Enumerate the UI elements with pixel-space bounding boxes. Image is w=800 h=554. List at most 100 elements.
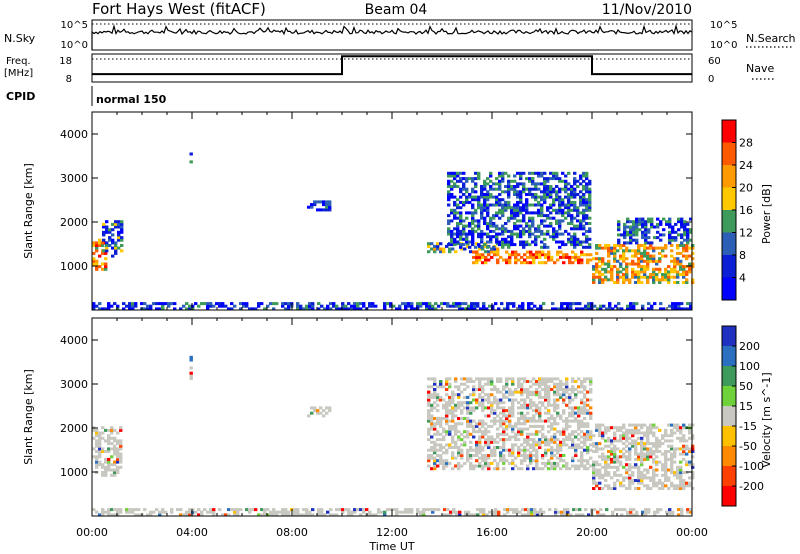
velocity-cell — [472, 467, 476, 471]
velocity-cell — [436, 393, 440, 397]
power-cell — [328, 203, 332, 207]
power-cell — [450, 229, 454, 233]
power-cell — [489, 187, 493, 191]
power-cell — [570, 222, 574, 225]
velocity-cell — [116, 508, 120, 512]
power-cell — [604, 262, 608, 266]
velocity-cell — [499, 456, 503, 460]
velocity-cell — [502, 446, 506, 449]
velocity-cell — [685, 447, 689, 451]
power-cell — [622, 273, 626, 276]
velocity-cell — [544, 382, 548, 386]
velocity-cell — [619, 481, 623, 485]
power-cell — [625, 262, 629, 266]
velocity-cell — [559, 393, 563, 397]
velocity-cell — [547, 459, 551, 463]
velocity-cell — [577, 385, 581, 389]
velocity-cell — [614, 508, 618, 512]
velocity-cell — [463, 382, 467, 386]
power-cell — [498, 185, 502, 188]
power-cell — [569, 307, 573, 311]
velocity-cell — [541, 440, 545, 444]
colorbar-frame — [721, 325, 737, 507]
velocity-cell — [514, 388, 518, 391]
velocity-cell — [622, 426, 626, 430]
power-cell — [596, 307, 600, 311]
power-cell — [604, 267, 608, 271]
power-cell — [189, 160, 193, 164]
velocity-cell — [478, 419, 482, 423]
velocity-cell — [649, 465, 653, 469]
power-cell — [284, 307, 288, 311]
velocity-cell — [550, 454, 554, 457]
velocity-cell — [670, 447, 674, 451]
power-cell — [450, 243, 454, 247]
velocity-cell — [550, 435, 554, 439]
velocity-cell — [502, 461, 506, 465]
velocity-cell — [533, 513, 537, 517]
power-cell — [368, 302, 372, 306]
velocity-cell — [484, 393, 488, 397]
power-cell — [316, 208, 320, 212]
velocity-cell — [676, 436, 680, 440]
velocity-cell — [580, 411, 584, 415]
velocity-cell — [502, 443, 506, 447]
velocity-cell — [673, 447, 677, 451]
power-cell — [519, 195, 523, 199]
power-cell — [640, 257, 644, 261]
velocity-cell — [230, 508, 234, 512]
velocity-cell — [478, 403, 482, 407]
power-cell — [203, 302, 207, 306]
velocity-cell — [487, 467, 491, 471]
power-cell — [667, 275, 671, 279]
velocity-cell — [451, 401, 455, 405]
power-cell — [588, 195, 592, 199]
power-cell — [404, 307, 408, 311]
velocity-cell — [580, 456, 584, 460]
power-cell — [570, 227, 574, 231]
velocity-cell — [535, 382, 539, 386]
velocity-cell — [490, 388, 494, 391]
power-cell — [477, 222, 481, 225]
power-cell — [543, 219, 547, 223]
power-cell — [646, 265, 650, 269]
velocity-cell — [616, 473, 620, 477]
velocity-cell — [101, 431, 105, 435]
power-cell — [553, 261, 557, 265]
power-cell — [305, 304, 309, 308]
power-cell — [495, 200, 499, 204]
velocity-cell — [310, 411, 314, 415]
velocity-cell — [484, 406, 488, 410]
velocity-cell — [487, 380, 491, 383]
velocity-cell — [493, 451, 497, 455]
power-cell — [459, 211, 463, 215]
velocity-cell — [104, 460, 108, 464]
velocity-cell — [445, 422, 449, 426]
power-cell — [480, 193, 484, 196]
velocity-cell — [119, 465, 123, 469]
power-cell — [101, 241, 105, 245]
power-cell — [573, 177, 577, 181]
velocity-cell — [293, 508, 297, 512]
power-cell — [577, 261, 581, 265]
velocity-cell — [460, 401, 464, 405]
velocity-cell — [625, 436, 629, 440]
power-cell — [528, 203, 532, 207]
velocity-cell — [605, 508, 609, 512]
power-cell — [495, 182, 499, 186]
velocity-cell — [562, 388, 566, 391]
power-cell — [671, 236, 675, 240]
power-cell — [152, 302, 156, 306]
power-cell — [587, 307, 591, 311]
velocity-cell — [439, 385, 443, 389]
velocity-cell — [490, 406, 494, 410]
power-cell — [480, 195, 484, 199]
power-cell — [643, 270, 647, 274]
power-cell — [474, 195, 478, 199]
velocity-cell — [523, 406, 527, 410]
power-cell — [492, 222, 496, 225]
velocity-cell — [517, 382, 521, 386]
power-cell — [531, 179, 535, 183]
power-cell — [470, 304, 474, 308]
velocity-cell — [530, 513, 534, 517]
